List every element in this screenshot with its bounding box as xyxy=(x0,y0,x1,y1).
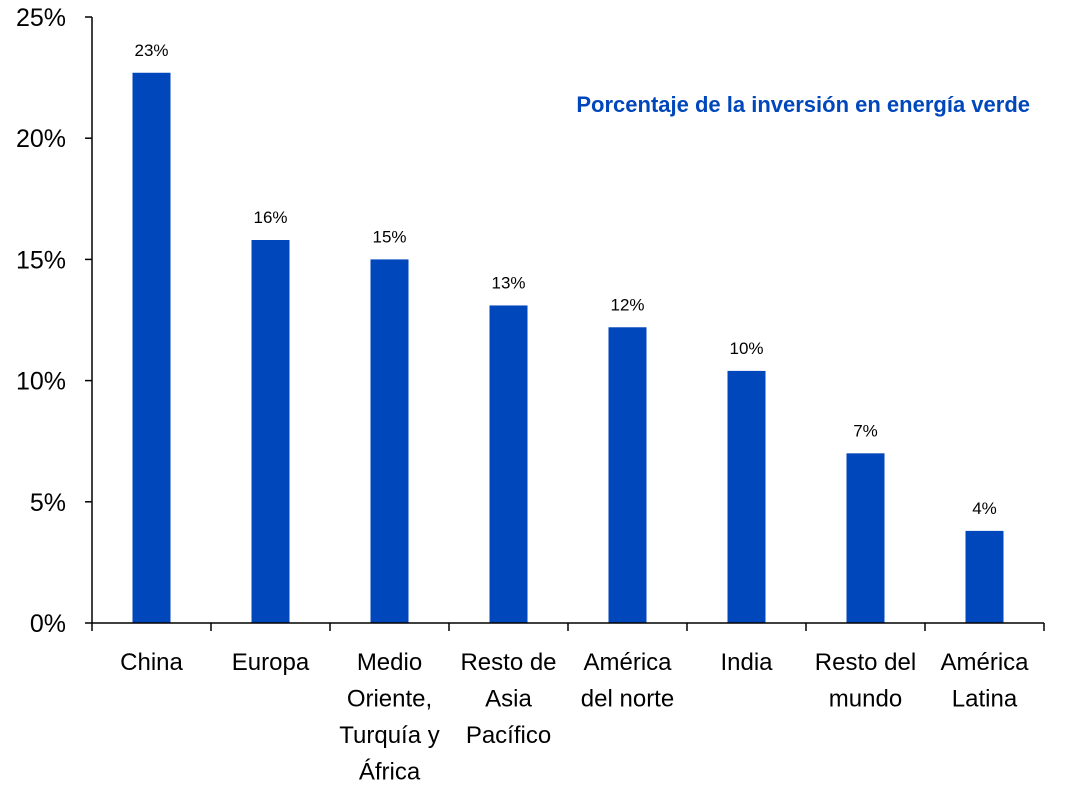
data-label: 13% xyxy=(491,273,525,292)
x-tick-label-line: India xyxy=(720,649,773,676)
x-tick-label-line: Latina xyxy=(952,686,1018,713)
x-tick-label: Resto del mundo xyxy=(815,649,916,713)
y-tick-label: 25% xyxy=(16,4,66,32)
x-tick-label: Europa xyxy=(232,649,310,676)
x-tick-label-line: África xyxy=(359,759,421,786)
data-label: 4% xyxy=(972,499,997,518)
y-tick-label: 5% xyxy=(30,489,66,517)
x-tick-label-line: Europa xyxy=(232,649,310,676)
x-tick-label: Medio Oriente, Turquía y África xyxy=(339,649,440,786)
bar xyxy=(608,327,647,623)
x-tick-label-line: mundo xyxy=(829,686,902,713)
bar xyxy=(727,370,766,623)
x-tick-label-line: América xyxy=(583,649,672,676)
data-label: 16% xyxy=(253,208,287,227)
bar xyxy=(489,305,528,623)
bars-layer xyxy=(132,72,1004,623)
labels-layer: 0% 5% 10% 15% 20% 25% 23% China 16% Europa 15% Medi… xyxy=(16,4,1029,786)
x-tick-label: China xyxy=(120,649,183,676)
x-tick-label: América del norte xyxy=(581,649,674,713)
bar xyxy=(370,259,409,623)
axes-layer xyxy=(85,16,1045,631)
x-tick-label: Resto de Asia Pacífico xyxy=(460,649,556,749)
x-tick-label-line: Turquía y xyxy=(339,722,440,749)
data-label: 10% xyxy=(729,339,763,358)
x-tick-label-line: Oriente, xyxy=(347,686,432,713)
bar xyxy=(965,530,1004,623)
y-tick-label: 15% xyxy=(16,246,66,274)
x-tick-label-line: Pacífico xyxy=(466,722,551,749)
chart-title: Porcentaje de la inversión en energía ve… xyxy=(576,92,1030,117)
bar xyxy=(132,72,171,623)
data-label: 7% xyxy=(853,421,878,440)
x-tick-label-line: del norte xyxy=(581,686,674,713)
data-label: 15% xyxy=(372,227,406,246)
data-label: 23% xyxy=(134,41,168,60)
x-tick-label-line: Resto del xyxy=(815,649,916,676)
y-tick-label: 0% xyxy=(30,610,66,638)
y-tick-label: 20% xyxy=(16,125,66,153)
x-tick-label: América Latina xyxy=(940,649,1029,713)
x-tick-label: India xyxy=(720,649,773,676)
bar xyxy=(251,240,290,623)
x-tick-label-line: Medio xyxy=(357,649,422,676)
bar xyxy=(846,453,885,623)
x-tick-label-line: América xyxy=(940,649,1029,676)
x-tick-label-line: Asia xyxy=(485,686,532,713)
y-tick-label: 10% xyxy=(16,368,66,396)
x-tick-label-line: Resto de xyxy=(460,649,556,676)
data-label: 12% xyxy=(610,295,644,314)
x-tick-label-line: China xyxy=(120,649,183,676)
